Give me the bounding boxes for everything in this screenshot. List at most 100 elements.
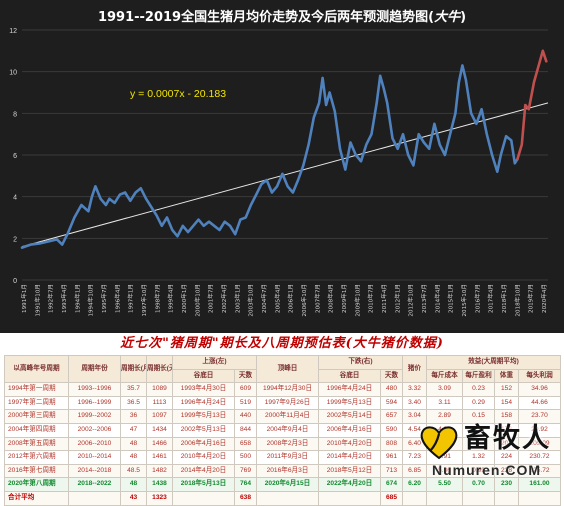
header-fall-days: 天数 (380, 368, 403, 384)
summary-cell (426, 490, 463, 506)
x-tick-label: 2000年10月 (193, 284, 201, 317)
table-cell-d: 1113 (146, 395, 173, 411)
x-tick-label: 2011年4月 (380, 284, 388, 313)
table-cell-un: 764 (234, 477, 257, 492)
summary-cell: 43 (120, 490, 147, 506)
heart-logo-icon (420, 426, 458, 460)
table-cell-peak: 2008年2月3日 (256, 436, 319, 452)
summary-cell (172, 490, 235, 506)
summary-cell: 合计平均 (4, 490, 69, 506)
table-cell-un: 658 (234, 436, 257, 452)
x-tick-label: 2020年4月 (540, 284, 548, 313)
header-rise: 上涨(左) (172, 355, 257, 370)
table-cell-d: 1438 (146, 477, 173, 492)
y-tick-label: 4 (13, 195, 17, 202)
table-cell-ud: 2006年4月16日 (172, 436, 235, 452)
summary-cell (318, 490, 381, 506)
x-tick-label: 1992年7月 (47, 284, 55, 313)
table-cell-years: 1996--1999 (68, 395, 121, 411)
table-header: 以高峰年号周期 周期年份 周期长(月) 周期长(天) 上涨(左) 顶峰日 下跌(… (4, 354, 561, 384)
table-cell-p: 44.66 (518, 395, 561, 411)
y-tick-label: 12 (9, 28, 17, 35)
table-row: 2016年第七周期 2014--2018 48.5 1482 2014年4月20日 769… (4, 463, 561, 479)
x-tick-label: 2003年1月 (233, 284, 241, 313)
table-cell-p: 34.96 (518, 382, 561, 397)
table-cell-years: 2018--2022 (68, 477, 121, 492)
x-tick-label: 1993年4月 (60, 284, 68, 313)
table-cell-p: 209.09 (518, 436, 561, 452)
table-cell-d: 1089 (146, 382, 173, 397)
table-cell-c: 3.09 (426, 382, 463, 397)
y-tick-label: 0 (13, 278, 17, 285)
table-cell-peak: 2016年6月3日 (256, 463, 319, 479)
table-cell-un: 609 (234, 382, 257, 397)
table-cell-un: 769 (234, 463, 257, 479)
x-tick-label: 2014年4月 (433, 284, 441, 313)
table-cell-ud: 2010年4月20日 (172, 450, 235, 465)
table-cell-dd: 2014年4月20日 (318, 450, 381, 465)
x-tick-label: 2018年10月 (513, 284, 521, 317)
table-cell-d: 1482 (146, 463, 173, 479)
table-cell-dd: 2018年5月12日 (318, 463, 381, 479)
table-cell-name: 2020年第八周期 (4, 477, 69, 492)
x-tick-label: 2012年1月 (393, 284, 401, 313)
chart-area: 1991--2019全国生猪月均价走势及今后两年预测趋势图(大牛) 0 2 4 6 8 10… (0, 0, 564, 333)
table-cell-un: 440 (234, 409, 257, 424)
table-cell-years: 2014--2018 (68, 463, 121, 479)
table-cell-c: 5.86 (426, 463, 463, 479)
table-cell-dd: 2002年5月14日 (318, 409, 381, 424)
table-cell-un: 519 (234, 395, 257, 411)
x-tick-label: 1998年7月 (153, 284, 161, 313)
x-tick-label: 1991年1月 (20, 284, 28, 313)
x-tick-label: 1994年10月 (87, 284, 95, 317)
table-cell-name: 1997年第二周期 (4, 395, 69, 411)
table-cell-name: 2008年第五周期 (4, 436, 69, 452)
x-tick-label: 1996年4月 (113, 284, 121, 313)
y-tick-label: 10 (9, 70, 17, 77)
table-cell-d: 1466 (146, 436, 173, 452)
header-weight: 体重 (494, 368, 519, 384)
table-cell-d: 1097 (146, 409, 173, 424)
table-row: 2020年第八周期 2018--2022 48 1438 2018年5月13日 764 20… (4, 477, 561, 492)
table-cell-ud: 1996年4月24日 (172, 395, 235, 411)
table-cell-dd: 1999年5月13日 (318, 395, 381, 411)
x-tick-label: 2000年1月 (180, 284, 188, 313)
summary-cell (256, 490, 319, 506)
x-tick-label: 2016年7月 (473, 284, 481, 313)
table-summary-row: 合计平均 43 1323 638 685 (4, 490, 561, 506)
table-cell-dn: 657 (380, 409, 403, 424)
x-tick-label: 2003年10月 (247, 284, 255, 317)
table-cell-w: 154 (494, 395, 519, 411)
x-tick-label: 2013年7月 (420, 284, 428, 313)
table-cell-d: 1434 (146, 422, 173, 438)
table-cell-m: 48 (120, 477, 147, 492)
table-cell-dd: 2006年4月16日 (318, 422, 381, 438)
table-cell-g: 0.15 (462, 409, 495, 424)
table-cell-years: 2002--2006 (68, 422, 121, 438)
trend-line (21, 102, 549, 248)
x-tick-label: 2009年1月 (340, 284, 348, 313)
x-tick-label: 2006年10月 (300, 284, 308, 317)
table-cell-dn: 808 (380, 436, 403, 452)
actual-price-series (20, 64, 519, 249)
table-cell-years: 2010--2014 (68, 450, 121, 465)
table-cell-ud: 2018年5月13日 (172, 477, 235, 492)
table-cell-ud: 2014年4月20日 (172, 463, 235, 479)
table-cell-peak: 2000年11月4日 (256, 409, 319, 424)
table-row: 2008年第五周期 2006--2010 48 1466 2006年4月16日 658 20… (4, 436, 561, 452)
table-row: 1994年第一周期 1993--1996 35.7 1089 1993年4月30日 609… (4, 382, 561, 397)
table-cell-c: 3.11 (426, 395, 463, 411)
x-tick-label: 1991年10月 (33, 284, 41, 317)
table-cell-name: 1994年第一周期 (4, 382, 69, 397)
table-cell-m: 35.7 (120, 382, 147, 397)
table-cell-name: 2000年第三周期 (4, 409, 69, 424)
x-tick-label: 2009年10月 (353, 284, 361, 317)
hog-cycle-table: 以高峰年号周期 周期年份 周期长(月) 周期长(天) 上涨(左) 顶峰日 下跌(… (4, 354, 561, 506)
price-trend-chart: 1991--2019全国生猪月均价走势及今后两年预测趋势图(大牛) 0 2 4 6 8 10… (9, 9, 549, 317)
numuren-watermark: 畜牧人 Numuren.COM (418, 410, 564, 490)
header-cycle-years: 周期年份 (68, 354, 121, 384)
table-cell-ud: 2002年5月13日 (172, 422, 235, 438)
header-price: 猪价 (402, 354, 427, 384)
summary-cell: 1323 (146, 490, 173, 506)
header-rise-days: 天数 (234, 368, 257, 384)
